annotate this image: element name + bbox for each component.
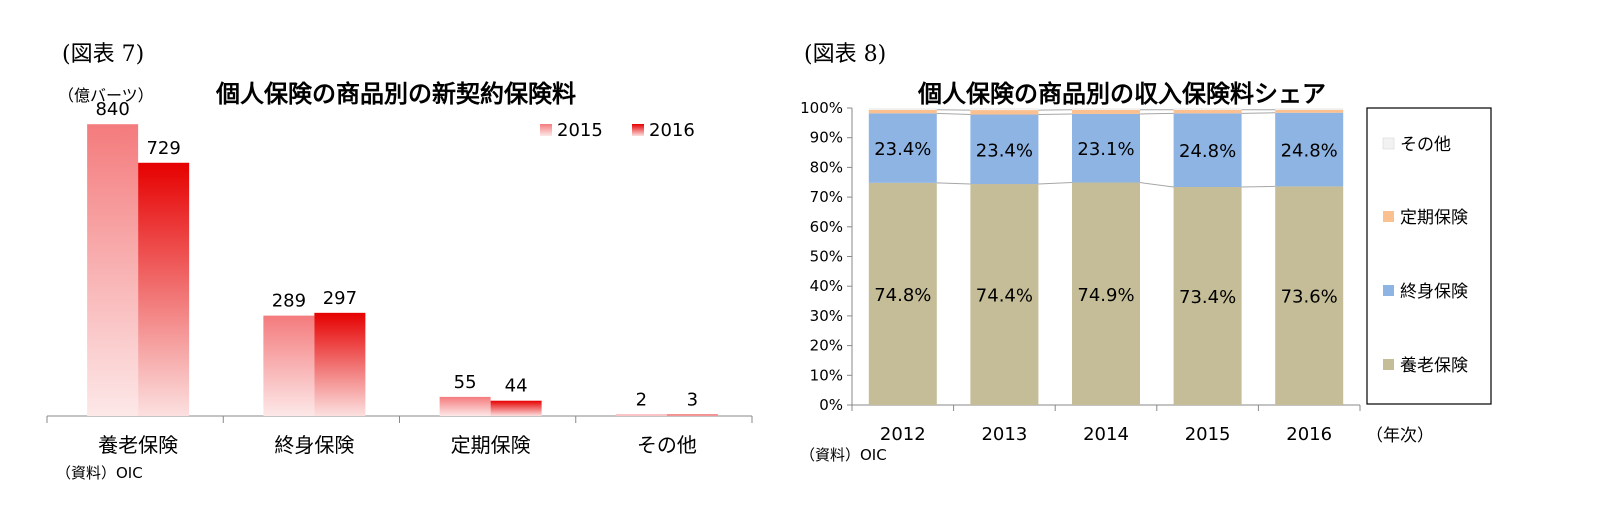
y-tick-label: 80%	[810, 158, 843, 176]
legend-swatch-定期保険	[1383, 211, 1394, 222]
series-connector-line	[1139, 182, 1174, 188]
bar-value-label: 2	[636, 390, 647, 411]
legend-label: 定期保険	[1400, 208, 1468, 228]
legend-swatch-終身保険	[1383, 285, 1394, 296]
bar-segment-定期保険	[1275, 109, 1344, 113]
x-unit-label: （年次）	[1366, 426, 1434, 446]
chart1-unit-label: （億バーツ）	[58, 86, 154, 105]
y-tick-label: 40%	[810, 277, 843, 295]
legend-label: その他	[1400, 135, 1451, 155]
x-tick-label: 終身保険	[274, 433, 354, 457]
bar-segment-終身保険	[1072, 113, 1140, 183]
legend-label: 2016	[649, 120, 695, 141]
bar-2015	[615, 414, 667, 416]
series-connector-line	[1241, 112, 1276, 114]
y-tick-label: 100%	[800, 99, 843, 117]
segment-value-label: 24.8%	[1179, 141, 1236, 162]
bar-segment-終身保険	[1275, 112, 1344, 187]
segment-value-label: 23.4%	[976, 140, 1033, 161]
bar-2016	[490, 400, 542, 416]
chart2-title: 個人保険の商品別の収入保険料シェア	[918, 80, 1326, 108]
segment-value-label: 73.6%	[1281, 287, 1338, 308]
x-tick-label: 2016	[1286, 424, 1332, 445]
chart1-source: （資料）OIC	[56, 464, 143, 482]
bar-segment-養老保険	[1173, 187, 1242, 405]
x-tick-label: 2013	[981, 424, 1027, 445]
x-tick-label: 2012	[880, 424, 926, 445]
y-tick-label: 0%	[819, 396, 843, 414]
bar-segment-終身保険	[1173, 113, 1242, 188]
legend-swatch-2015	[540, 124, 552, 136]
segment-value-label: 23.1%	[1077, 139, 1134, 160]
bar-segment-終身保険	[868, 113, 937, 183]
segment-value-label: 74.8%	[874, 285, 931, 306]
y-tick-label: 60%	[810, 218, 843, 236]
bar-2016	[314, 312, 366, 416]
bar-value-label: 729	[146, 138, 180, 159]
x-tick-label: 定期保険	[451, 433, 531, 457]
bar-2016	[666, 414, 718, 416]
segment-value-label: 74.4%	[976, 286, 1033, 307]
y-tick-label: 10%	[810, 366, 843, 384]
y-tick-label: 90%	[810, 129, 843, 147]
bar-segment-養老保険	[1072, 182, 1140, 405]
bar-2016	[138, 162, 190, 416]
bar-segment-その他	[970, 108, 1039, 111]
figure-7-label: (図表 7)	[62, 42, 145, 67]
x-tick-label: その他	[637, 433, 697, 457]
bar-segment-養老保険	[868, 182, 937, 405]
series-connector-line	[1038, 113, 1073, 116]
bar-segment-その他	[1275, 108, 1344, 110]
legend-swatch-養老保険	[1383, 359, 1394, 370]
series-connector-line	[1139, 112, 1174, 115]
legend-label: 2015	[557, 120, 603, 141]
segment-value-label: 74.9%	[1077, 285, 1134, 306]
bar-segment-定期保険	[1173, 109, 1242, 114]
chart2-source: （資料）OIC	[800, 446, 887, 464]
legend-label: 養老保険	[1400, 356, 1468, 376]
x-tick-label: 2015	[1185, 424, 1231, 445]
bar-2015	[263, 315, 315, 416]
series-connector-line	[936, 182, 971, 185]
bar-segment-定期保険	[970, 110, 1039, 115]
bar-value-label: 840	[95, 99, 129, 120]
bar-segment-定期保険	[868, 109, 937, 114]
x-tick-label: 2014	[1083, 424, 1129, 445]
bar-value-label: 44	[505, 376, 528, 397]
legend-box	[1366, 107, 1492, 405]
bar-segment-その他	[1072, 108, 1140, 110]
series-connector-line	[936, 112, 971, 116]
bar-segment-定期保険	[1072, 109, 1140, 114]
bar-2015	[439, 396, 491, 416]
bar-segment-その他	[1173, 108, 1242, 110]
series-connector-line	[1038, 182, 1073, 185]
y-tick-label: 50%	[810, 248, 843, 266]
bar-value-label: 55	[454, 372, 477, 393]
bar-value-label: 297	[323, 288, 357, 309]
figure-8-label: (図表 8)	[804, 42, 887, 67]
legend-label: 終身保険	[1400, 282, 1468, 302]
chart1-title: 個人保険の商品別の新契約保険料	[216, 80, 576, 108]
bar-segment-その他	[868, 108, 937, 110]
bar-segment-養老保険	[1275, 186, 1344, 405]
legend-swatch-2016	[632, 124, 644, 136]
y-tick-label: 70%	[810, 188, 843, 206]
x-tick-label: 養老保険	[98, 433, 178, 457]
bar-2015	[87, 124, 139, 417]
y-tick-label: 20%	[810, 337, 843, 355]
series-connector-line	[1241, 185, 1276, 188]
bar-segment-終身保険	[970, 114, 1039, 185]
segment-value-label: 23.4%	[874, 139, 931, 160]
bar-value-label: 289	[272, 291, 306, 312]
legend-swatch-その他	[1382, 137, 1395, 150]
segment-value-label: 24.8%	[1281, 141, 1338, 162]
y-tick-label: 30%	[810, 307, 843, 325]
segment-value-label: 73.4%	[1179, 287, 1236, 308]
bar-value-label: 3	[687, 390, 698, 411]
bar-segment-養老保険	[970, 184, 1039, 405]
